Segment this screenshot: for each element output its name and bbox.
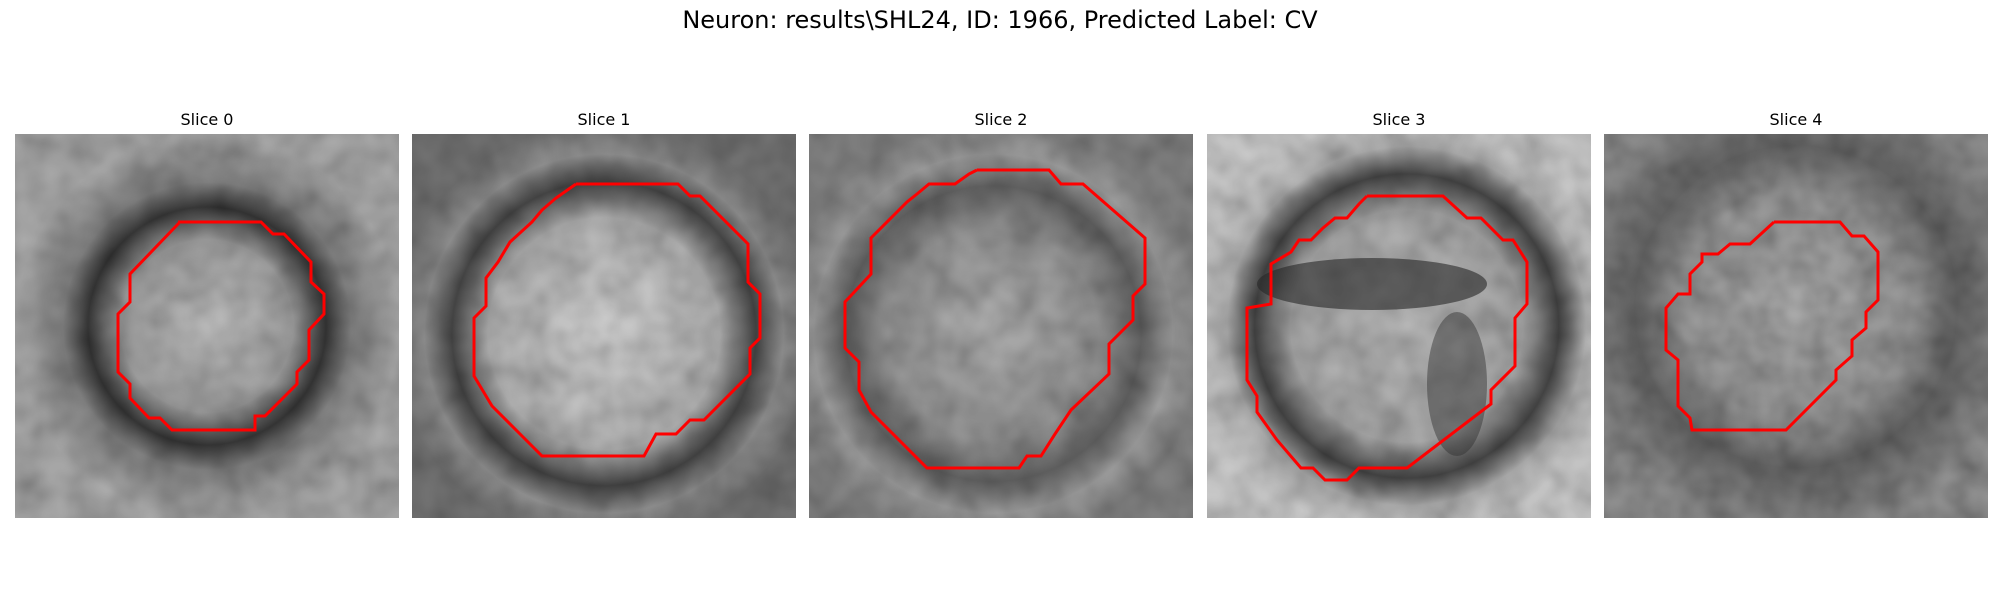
slice-0-image — [15, 134, 399, 518]
slice-0-title: Slice 0 — [180, 110, 234, 129]
slice-4-title: Slice 4 — [1769, 110, 1823, 129]
slice-2-contour — [843, 168, 1147, 470]
slice-2-image — [809, 134, 1193, 518]
figure-title: Neuron: results\SHL24, ID: 1966, Predict… — [682, 6, 1318, 34]
slice-1-image — [412, 134, 796, 518]
slice-4-contour — [1664, 220, 1880, 432]
slice-1-contour — [472, 182, 762, 458]
slice-3-contour — [1245, 194, 1529, 482]
slice-3-title: Slice 3 — [1372, 110, 1426, 129]
slice-4-image — [1604, 134, 1988, 518]
slice-1-title: Slice 1 — [577, 110, 631, 129]
slice-2-title: Slice 2 — [974, 110, 1028, 129]
slice-0-contour — [116, 220, 326, 432]
slice-3-image — [1207, 134, 1591, 518]
